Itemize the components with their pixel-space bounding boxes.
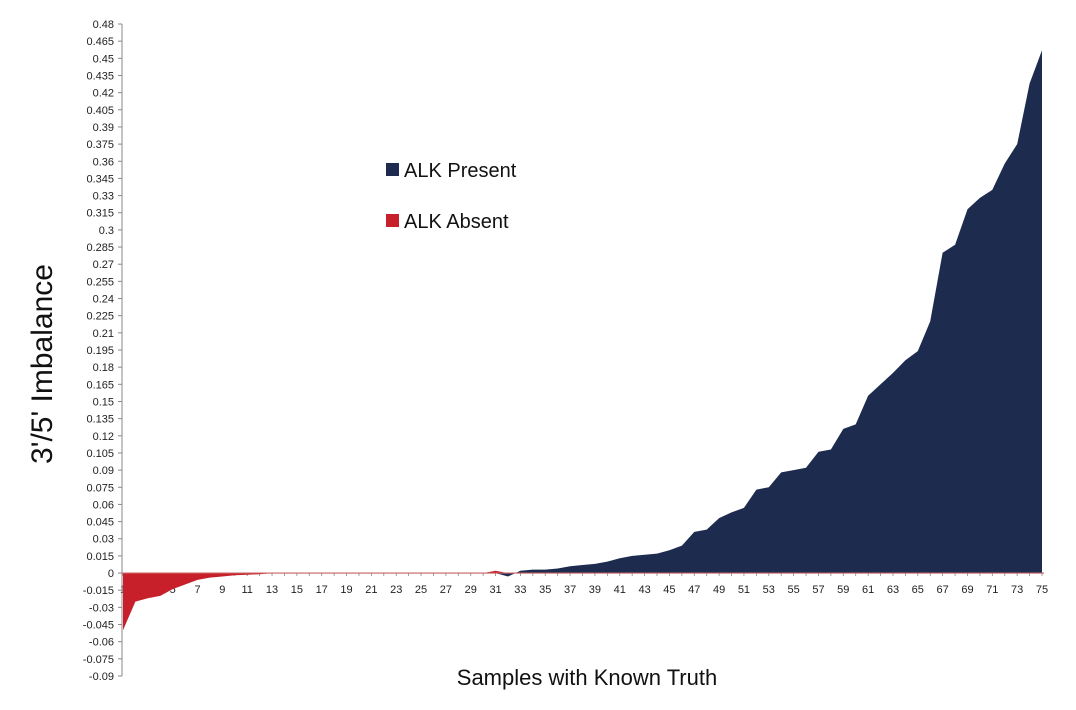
x-tick-label: 43: [638, 584, 650, 596]
x-tick-label: 37: [564, 584, 576, 596]
y-tick-label: 0.21: [93, 328, 114, 340]
x-axis-ticks: 1357911131517192123252729313335373941434…: [120, 573, 1048, 596]
y-tick-label: 0.195: [86, 345, 114, 357]
legend-label-absent: ALK Absent: [404, 211, 509, 233]
x-tick-label: 31: [489, 584, 501, 596]
x-tick-label: 29: [465, 584, 477, 596]
x-tick-label: 17: [316, 584, 328, 596]
x-tick-label: 53: [763, 584, 775, 596]
y-tick-label: 0.45: [93, 53, 114, 65]
y-tick-label: 0.36: [93, 156, 114, 168]
y-tick-label: 0.27: [93, 259, 114, 271]
x-tick-label: 69: [961, 584, 973, 596]
y-tick-label: 0: [108, 568, 114, 580]
y-tick-label: 0.39: [93, 122, 114, 134]
y-tick-label: 0.435: [86, 70, 114, 82]
y-tick-label: -0.09: [89, 671, 114, 683]
y-tick-label: 0.03: [93, 534, 114, 546]
y-tick-label: 0.3: [99, 225, 114, 237]
y-tick-label: -0.045: [83, 620, 114, 632]
legend: ALK Present ALK Absent: [386, 160, 517, 233]
x-tick-label: 41: [614, 584, 626, 596]
x-tick-label: 71: [986, 584, 998, 596]
y-tick-label: 0.465: [86, 36, 114, 48]
x-tick-label: 59: [837, 584, 849, 596]
x-tick-label: 63: [887, 584, 899, 596]
x-tick-label: 49: [713, 584, 725, 596]
y-axis-title: 3'/5' Imbalance: [26, 264, 59, 464]
x-tick-label: 13: [266, 584, 278, 596]
legend-swatch-absent: [386, 214, 399, 227]
y-tick-label: 0.285: [86, 242, 114, 254]
x-tick-label: 23: [390, 584, 402, 596]
x-tick-label: 57: [812, 584, 824, 596]
y-tick-label: 0.315: [86, 208, 114, 220]
y-axis-ticks: 0.48 0.465 0.45 0.435 0.42 0.405 0.39 0.375 0.36…: [83, 19, 122, 683]
legend-swatch-present: [386, 163, 399, 176]
series-alk-present-area: [495, 50, 1043, 577]
y-tick-label: 0.015: [86, 551, 114, 563]
y-tick-label: 0.375: [86, 139, 114, 151]
x-tick-label: 55: [787, 584, 799, 596]
y-tick-label: 0.06: [93, 499, 114, 511]
y-tick-label: 0.405: [86, 105, 114, 117]
y-tick-label: 0.48: [93, 19, 114, 31]
y-tick-label: 0.09: [93, 465, 114, 477]
x-tick-label: 39: [589, 584, 601, 596]
y-tick-label: -0.06: [89, 637, 114, 649]
y-tick-label: -0.015: [83, 585, 114, 597]
y-tick-label: 0.33: [93, 191, 114, 203]
y-tick-label: 0.255: [86, 276, 114, 288]
x-tick-label: 75: [1036, 584, 1048, 596]
legend-label-present: ALK Present: [404, 160, 517, 182]
y-tick-label: 0.15: [93, 396, 114, 408]
x-tick-label: 27: [440, 584, 452, 596]
y-tick-label: 0.24: [93, 294, 114, 306]
y-tick-label: 0.18: [93, 362, 114, 374]
y-tick-label: 0.345: [86, 173, 114, 185]
x-tick-label: 19: [340, 584, 352, 596]
x-tick-label: 21: [365, 584, 377, 596]
y-tick-label: 0.165: [86, 379, 114, 391]
x-tick-label: 5: [170, 584, 176, 596]
x-tick-label: 73: [1011, 584, 1023, 596]
y-tick-label: 0.075: [86, 482, 114, 494]
y-tick-label: 0.225: [86, 311, 114, 323]
x-tick-label: 51: [738, 584, 750, 596]
x-tick-label: 9: [219, 584, 225, 596]
series-alk-absent-area: [123, 570, 508, 631]
x-tick-label: 11: [241, 584, 252, 596]
y-tick-label: 0.105: [86, 448, 114, 460]
x-tick-label: 45: [663, 584, 675, 596]
y-tick-label: -0.075: [83, 654, 114, 666]
x-tick-label: 65: [912, 584, 924, 596]
x-axis-title: Samples with Known Truth: [457, 665, 717, 690]
x-tick-label: 61: [862, 584, 874, 596]
x-tick-label: 33: [514, 584, 526, 596]
x-tick-label: 35: [539, 584, 551, 596]
y-tick-label: -0.03: [89, 602, 114, 614]
x-tick-label: 67: [937, 584, 949, 596]
y-tick-label: 0.42: [93, 88, 114, 100]
x-tick-label: 7: [194, 584, 200, 596]
y-tick-label: 0.135: [86, 414, 114, 426]
x-tick-label: 25: [415, 584, 427, 596]
x-tick-label: 15: [291, 584, 303, 596]
x-tick-label: 47: [688, 584, 700, 596]
y-tick-label: 0.045: [86, 517, 114, 529]
y-tick-label: 0.12: [93, 431, 114, 443]
